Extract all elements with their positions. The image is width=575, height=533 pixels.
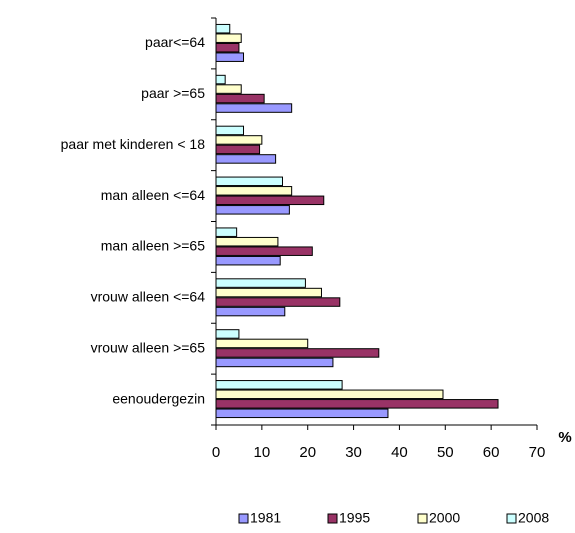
y-tick-label: paar<=64 (145, 34, 205, 50)
y-tick-label: eenoudergezin (112, 390, 205, 406)
bar (215, 33, 242, 43)
legend-label: 2000 (429, 510, 460, 526)
bar (215, 227, 238, 237)
x-tick-label: 40 (391, 444, 408, 461)
legend-swatch (506, 513, 517, 524)
bar (215, 389, 444, 400)
legend-label: 2008 (518, 510, 549, 526)
bar (215, 84, 242, 94)
y-tick-label: paar >=65 (141, 85, 205, 101)
bar (215, 287, 322, 298)
bar (215, 186, 293, 196)
legend-label: 1995 (339, 510, 370, 526)
bar (215, 103, 293, 113)
legend-swatch (327, 513, 338, 524)
x-axis-label: % (558, 429, 571, 446)
bar (215, 380, 343, 390)
bar (215, 52, 245, 62)
bar (215, 144, 261, 155)
bar (215, 348, 380, 358)
x-tick-label: 10 (254, 444, 271, 461)
x-tick-label: 50 (437, 444, 454, 461)
bar (215, 306, 286, 317)
y-tick-label: paar met kinderen < 18 (61, 136, 206, 152)
x-tick-label: 30 (345, 444, 362, 461)
bar (215, 357, 334, 368)
legend-label: 1981 (250, 510, 281, 526)
bar (215, 135, 263, 145)
x-tick-label: 60 (483, 444, 500, 461)
bar (215, 246, 313, 256)
bar (215, 255, 281, 266)
y-tick-label: man alleen >=65 (101, 238, 206, 254)
x-tick-label: 20 (299, 444, 316, 461)
bar (215, 93, 265, 104)
legend-swatch (238, 513, 249, 524)
bar (215, 176, 283, 187)
y-tick-label: vrouw alleen >=65 (91, 339, 206, 355)
bar (215, 125, 245, 136)
x-tick-label: 70 (529, 444, 546, 461)
bar (215, 205, 290, 215)
x-tick-label: 0 (212, 444, 220, 461)
bar (215, 195, 325, 206)
bar (215, 338, 309, 349)
y-tick-label: man alleen <=64 (101, 187, 206, 203)
legend-swatch (417, 513, 428, 524)
bar (215, 74, 226, 85)
bar (215, 329, 240, 339)
bar (215, 236, 279, 247)
bar (215, 154, 277, 164)
bar (215, 399, 499, 409)
y-tick-label: vrouw alleen <=64 (91, 289, 206, 305)
bar (215, 408, 389, 419)
bar (215, 42, 240, 53)
bar (215, 297, 341, 307)
bar (215, 23, 231, 34)
bar (215, 278, 306, 288)
